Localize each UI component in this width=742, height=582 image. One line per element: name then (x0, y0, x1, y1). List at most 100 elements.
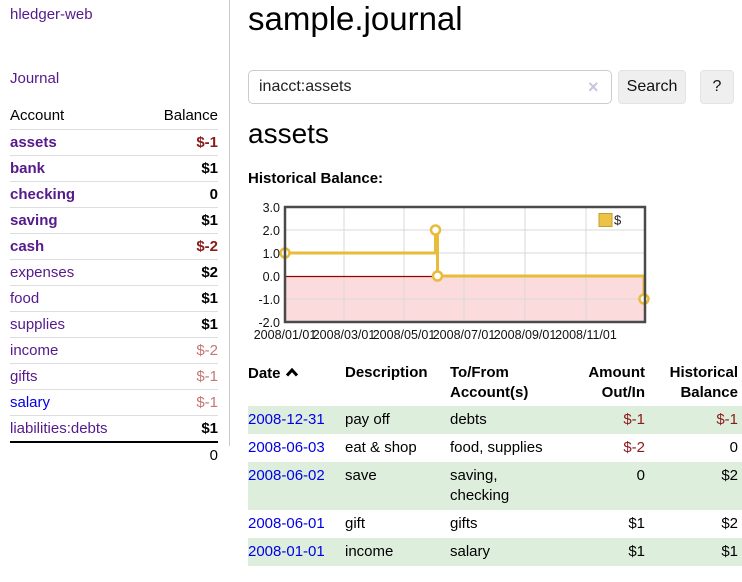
account-balance: $1 (143, 155, 218, 182)
account-balance: $1 (143, 285, 218, 312)
account-balance: $-1 (196, 134, 218, 151)
transaction-description: income (345, 538, 450, 566)
accounts-header-row: Account Balance (10, 103, 218, 130)
account-link-expenses[interactable]: expenses (10, 264, 75, 281)
register-header-row: Date Description To/From Account(s) Amou… (248, 360, 742, 406)
y-tick: 2.0 (263, 224, 280, 238)
account-row: income $-2 (10, 337, 218, 364)
transaction-accounts: debts (450, 406, 568, 434)
transaction-accounts: salary (450, 538, 568, 566)
account-link-food[interactable]: food (10, 290, 40, 307)
transaction-balance: $2 (653, 462, 742, 510)
transaction-date-link[interactable]: 2008-06-01 (248, 515, 325, 532)
transaction-accounts: gifts (450, 515, 478, 532)
account-link-checking[interactable]: checking (10, 186, 76, 203)
register-col-balance-line1: Historical (669, 364, 738, 381)
register-row: 2008-12-31 pay off debts $-1 $-1 (248, 406, 742, 434)
register-col-date[interactable]: Date (248, 360, 345, 406)
sidebar: hledger-web Journal Account Balance asse… (0, 0, 230, 582)
account-link-saving[interactable]: saving (10, 212, 58, 229)
account-link-assets[interactable]: assets (10, 134, 57, 151)
transaction-balance: $-1 (653, 406, 742, 434)
account-row: gifts $-1 (10, 363, 218, 390)
account-link-liabilities-debts[interactable]: liabilities:debts (10, 420, 108, 437)
transaction-date-link[interactable]: 2008-12-31 (248, 411, 325, 428)
transaction-amount: $-2 (623, 439, 645, 456)
account-link-gifts[interactable]: gifts (10, 368, 38, 385)
account-row: expenses $2 (10, 259, 218, 286)
transaction-date-link[interactable]: 2008-01-01 (248, 543, 325, 560)
account-balance: $-1 (143, 389, 218, 416)
account-balance: $1 (143, 207, 218, 234)
x-tick: 2008/01/01 (254, 328, 317, 342)
transaction-date-link[interactable]: 2008-06-02 (248, 467, 325, 484)
account-link-supplies[interactable]: supplies (10, 316, 66, 333)
account-balance: $-2 (143, 337, 218, 364)
legend-swatch (598, 213, 613, 227)
transaction-amount: $1 (628, 515, 645, 532)
transaction-description: save (345, 462, 450, 510)
chart-label: Historical Balance: (248, 170, 384, 187)
data-point (431, 270, 444, 282)
transaction-accounts: food, supplies (450, 439, 543, 456)
register-row: 2008-06-03 eat & shop food, supplies $-2… (248, 434, 742, 462)
account-link-bank[interactable]: bank (10, 160, 46, 177)
transaction-date-link[interactable]: 2008-06-03 (248, 439, 325, 456)
x-tick: 2008/11/01 (555, 328, 617, 342)
accounts-total-value: 0 (143, 441, 218, 468)
historical-balance-chart: $ 3.0 2.0 1.0 0.0 -1.0 -2.0 2008/01/01 2… (254, 201, 650, 342)
legend-label: $ (614, 213, 622, 228)
chart-y-axis: 3.0 2.0 1.0 0.0 -1.0 -2.0 (258, 201, 280, 330)
account-balance: $-1 (143, 363, 218, 390)
transaction-description: gift (345, 515, 366, 532)
register-col-amount-line1: Amount (588, 364, 645, 381)
x-tick: 2008/09/01 (494, 328, 557, 342)
y-tick: -2.0 (258, 316, 280, 330)
account-row: salary $-1 (10, 389, 218, 416)
page-title: sample.journal (248, 0, 463, 37)
register-table: Date Description To/From Account(s) Amou… (248, 360, 742, 566)
account-row: assets $-1 (10, 130, 218, 156)
search-input[interactable] (248, 70, 612, 104)
chart-x-axis: 2008/01/01 2008/03/01 2008/05/01 2008/07… (254, 328, 617, 342)
account-link-cash[interactable]: cash (10, 238, 45, 255)
account-link-salary[interactable]: salary (10, 394, 51, 411)
account-row: saving $1 (10, 207, 218, 234)
x-tick: 2008/07/01 (433, 328, 496, 342)
sidebar-divider (229, 0, 230, 446)
chart-legend: $ (598, 213, 622, 228)
account-row: checking 0 (10, 181, 218, 208)
transaction-balance: 0 (729, 439, 738, 456)
sidebar-item-journal[interactable]: Journal (10, 70, 60, 87)
account-row: cash $-2 (10, 233, 218, 260)
y-tick: 3.0 (263, 201, 280, 215)
search-form: × Search ? (248, 70, 742, 104)
register-col-amount-line2: Out/In (601, 384, 645, 401)
accounts-col-balance: Balance (143, 103, 218, 130)
account-link-income[interactable]: income (10, 342, 59, 359)
transaction-description: pay off (345, 406, 450, 434)
accounts-total-row: 0 (10, 441, 218, 468)
accounts-table: Account Balance assets $-1 bank $1 check… (10, 103, 218, 468)
transaction-amount: $1 (568, 538, 653, 566)
transaction-amount: 0 (568, 462, 653, 510)
register-col-accounts: To/From Account(s) (450, 360, 568, 406)
chart-border (283, 205, 647, 324)
help-button[interactable]: ? (700, 70, 734, 104)
account-balance: $-2 (143, 233, 218, 260)
account-row: liabilities:debts $1 (10, 415, 218, 442)
register-row: 2008-01-01 income salary $1 $1 (248, 538, 742, 566)
register-col-accounts-line1: To/From (450, 364, 509, 381)
account-heading: assets (248, 118, 329, 149)
transaction-amount: $-1 (568, 406, 653, 434)
register-col-balance-line2: Balance (680, 384, 738, 401)
register-row: 2008-06-02 save saving, checking 0 $2 (248, 462, 742, 510)
y-tick: -1.0 (258, 293, 280, 307)
register-col-amount: Amount Out/In (568, 360, 653, 406)
clear-search-icon[interactable]: × (588, 77, 599, 97)
app-title-link[interactable]: hledger-web (10, 6, 93, 23)
search-button[interactable]: Search (618, 70, 686, 104)
account-balance: $1 (143, 415, 218, 442)
sort-ascending-icon (285, 363, 299, 383)
